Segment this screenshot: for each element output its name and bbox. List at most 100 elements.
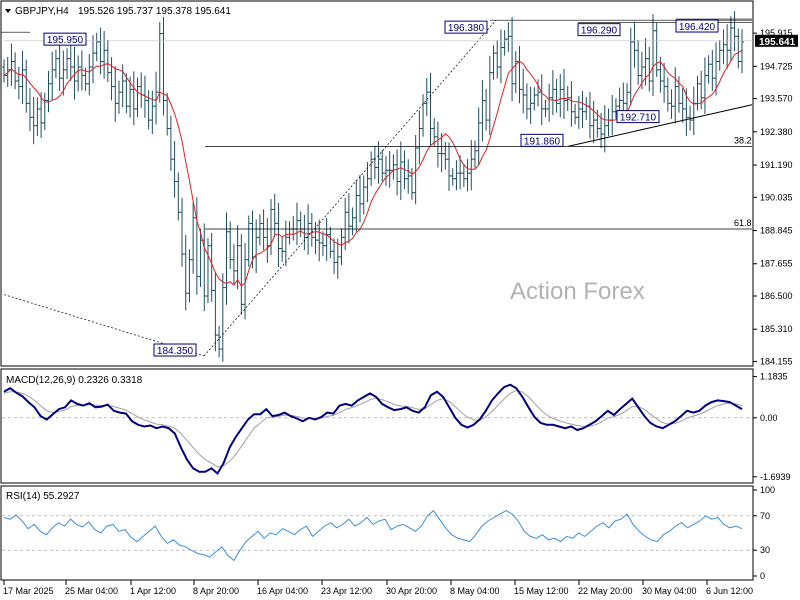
ohlc-bar: [688, 105, 693, 131]
ohlc-bar: [168, 115, 173, 171]
price-labels: 195.950 184.350 196.380 196.290 196.420 192.7…: [43, 19, 719, 357]
svg-text:192.710: 192.710: [620, 113, 657, 124]
ohlc-bar: [172, 141, 177, 198]
svg-text:196.290: 196.290: [581, 26, 618, 37]
ohlc-bar: [102, 31, 107, 79]
trend-line: [567, 104, 753, 147]
ohlc-bar: [228, 221, 233, 270]
ohlc-bar: [161, 16, 166, 116]
symbol-timeframe: GBPJPY,H4: [15, 6, 69, 17]
ohlc-bar: [13, 52, 18, 90]
ohlc-bar: [561, 68, 566, 120]
ohlc-bar: [706, 55, 711, 84]
ohlc-bar: [439, 133, 444, 173]
time-axis-label: 15 May 12:00: [514, 586, 569, 596]
price-axis-label: 190.035: [760, 192, 793, 202]
ohlc-bar: [187, 249, 192, 303]
ohlc-bar: [87, 54, 92, 96]
ohlc-bar: [272, 194, 277, 238]
ohlc-bar: [335, 238, 340, 279]
macd-signal-line: [3, 390, 743, 468]
price-label-box: 196.420: [675, 19, 719, 33]
fib-level-label: 61.8: [734, 218, 752, 228]
ohlc-bar: [109, 57, 114, 101]
ohlc-bar: [558, 73, 563, 118]
ohlc-bar: [346, 192, 351, 244]
ohlc-bar: [469, 139, 474, 191]
ohlc-bar: [76, 55, 81, 92]
ohlc-bar: [491, 45, 496, 80]
ohlc-bar: [717, 39, 722, 71]
ohlc-bar: [421, 94, 426, 137]
time-axis-label: 8 May 04:00: [450, 586, 500, 596]
fib-level-label: 38.2: [734, 135, 752, 145]
ohlc-bar: [424, 78, 429, 117]
ohlc-bar: [513, 51, 518, 94]
ohlc-bar: [239, 234, 244, 315]
watermark: Action Forex: [510, 278, 645, 305]
ohlc-bar: [191, 202, 196, 274]
ohlc-bar: [602, 105, 607, 153]
rsi-line: [3, 509, 743, 562]
ohlc-bar: [599, 113, 604, 148]
time-axis-label: 23 Apr 12:00: [321, 586, 372, 596]
price-axis-label: 184.155: [760, 356, 793, 366]
ohlc-bar: [20, 50, 25, 104]
ohlc-bar: [625, 83, 630, 112]
time-axis-label: 8 Apr 20:00: [193, 586, 239, 596]
ohlc-bar: [669, 89, 674, 119]
ohlc-bar: [665, 77, 670, 112]
macd-axis-label: 0.00: [760, 413, 778, 423]
ohlc-bar: [569, 81, 574, 127]
rsi-axis-label: 0: [760, 571, 765, 581]
price-axis-label: 193.570: [760, 94, 793, 104]
ohlc-bar: [521, 68, 526, 114]
ohlc-bar: [35, 97, 40, 137]
price-panel-frame: [0, 0, 754, 367]
ohlc-bar: [231, 244, 236, 285]
ohlc-bar: [547, 83, 552, 122]
ohlc-bar: [205, 237, 210, 304]
ohlc-bar: [432, 118, 437, 147]
macd-panel-frame: [0, 368, 754, 484]
ohlc-bar: [398, 141, 403, 200]
ohlc-bar: [283, 220, 288, 267]
ohlc-bar: [458, 155, 463, 190]
price-axis-label: 186.500: [760, 291, 793, 301]
ohlc-bar: [524, 83, 529, 120]
ohlc-bar: [309, 213, 314, 247]
price-label-box: 184.350: [153, 343, 197, 357]
ohlc-bar: [728, 16, 733, 61]
rsi-axis-label: 30: [760, 545, 770, 555]
ohlc-bar: [654, 22, 659, 77]
ohlc-bar: [113, 66, 118, 122]
time-axis-label: 16 Apr 04:00: [257, 586, 308, 596]
ohlc-bar: [176, 172, 181, 221]
ohlc-bar: [146, 90, 151, 130]
ohlc-bar: [343, 198, 348, 251]
ohlc-bar: [554, 79, 559, 113]
ohlc-bar: [476, 107, 481, 165]
rsi-title: RSI(14) 55.2927: [6, 491, 80, 502]
svg-text:195.641: 195.641: [759, 37, 796, 48]
ohlc-bar: [91, 35, 96, 84]
ohlc-bar: [435, 121, 440, 168]
ohlc-bar: [383, 156, 388, 186]
svg-text:184.350: 184.350: [157, 346, 194, 357]
ohlc-bar: [506, 22, 511, 52]
ohlc-bar: [550, 70, 555, 116]
collapse-arrow-icon[interactable]: [5, 9, 11, 13]
time-axis-label: 1 Apr 12:00: [130, 586, 176, 596]
ohlc-bar: [702, 57, 707, 114]
ohlc-bar: [116, 80, 121, 114]
ohlc-bar: [280, 236, 285, 262]
ohlc-bar: [135, 77, 140, 118]
ohlc-bar: [42, 92, 47, 130]
ohlc-bar: [480, 80, 485, 142]
price-axis-label: 188.845: [760, 226, 793, 236]
ohlc-bar: [465, 158, 470, 192]
ohlc-bar: [27, 87, 32, 132]
ohlc-bar: [472, 140, 477, 169]
